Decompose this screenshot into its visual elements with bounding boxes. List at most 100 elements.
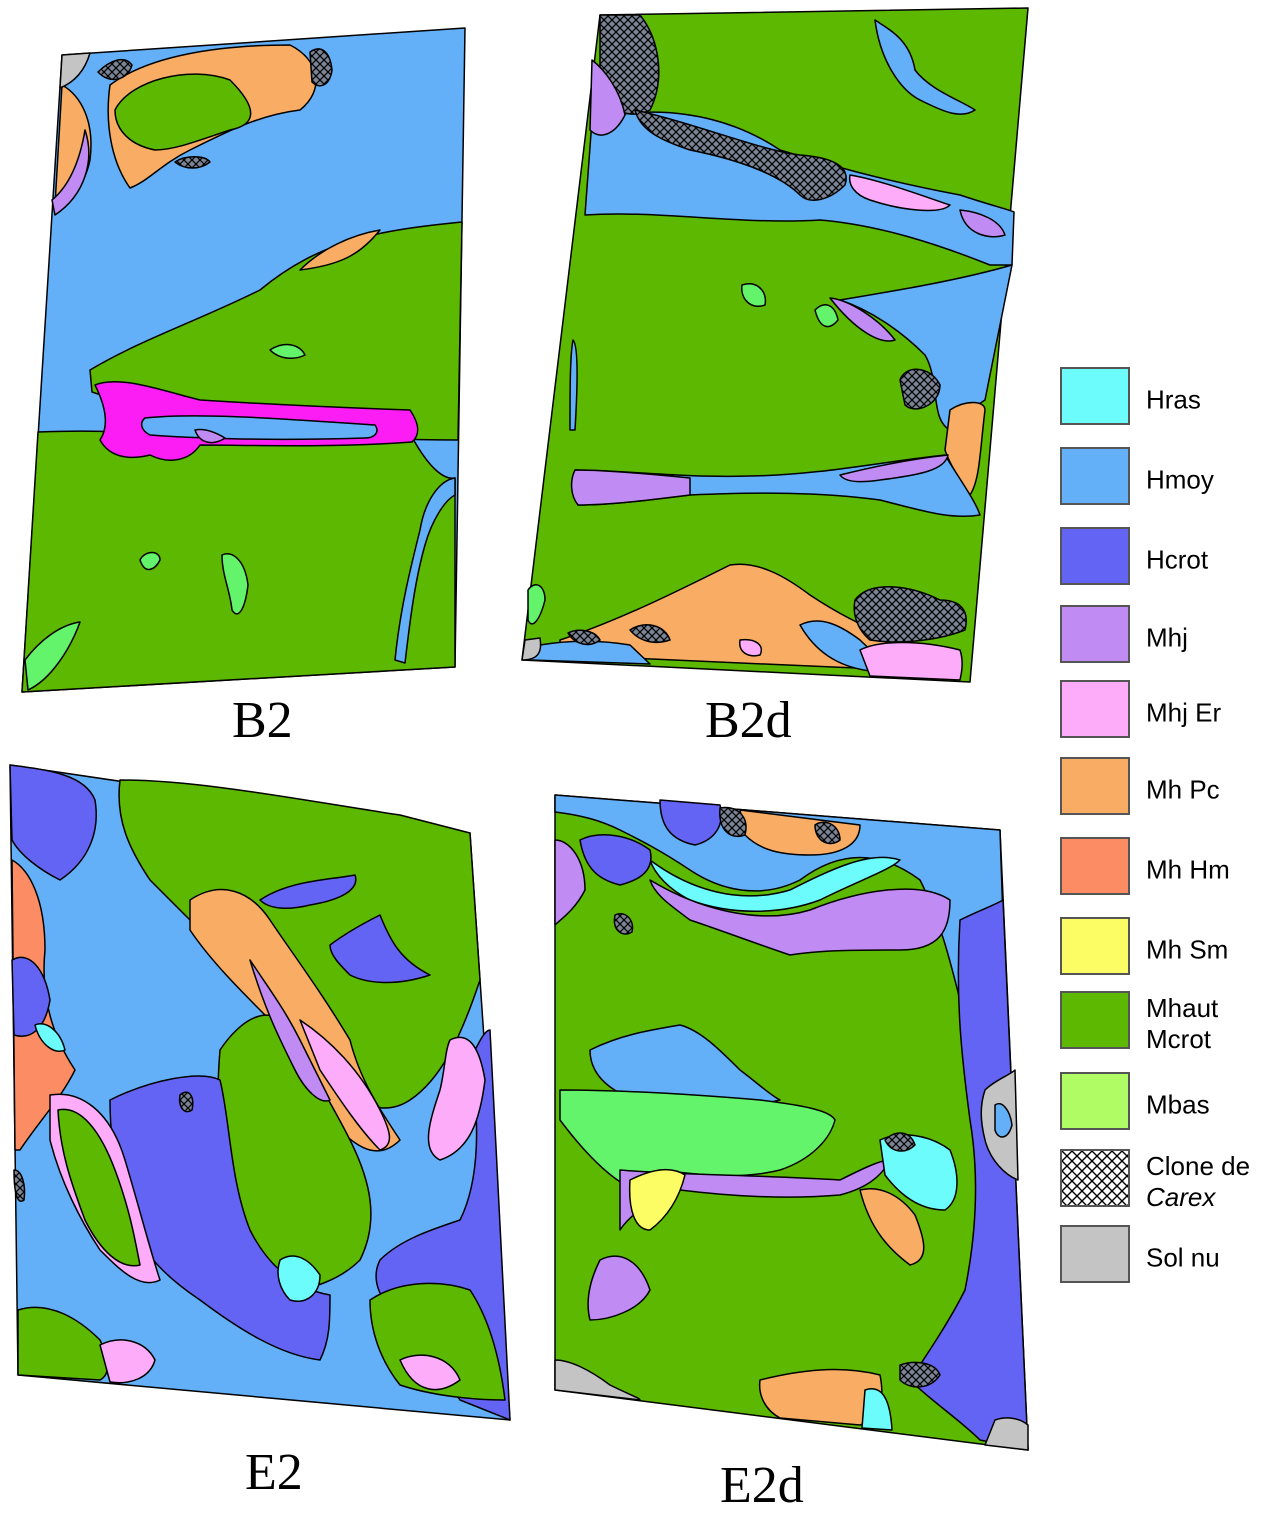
zone-B2d-hmoy-vertical	[569, 339, 578, 431]
legend-label-hras: Hras	[1146, 384, 1201, 415]
zone-E2-carex-small	[178, 1091, 194, 1113]
zone-B2d-solnu-corner	[521, 637, 542, 661]
legend-label-clone-de: Clone de	[1146, 1150, 1251, 1181]
legend-swatch-mh-pc	[1060, 757, 1130, 815]
zone-E2d-hras-right	[879, 1134, 958, 1211]
legend-swatch-hras	[1060, 367, 1130, 425]
legend-swatch-mhj-er	[1060, 680, 1130, 738]
plot-label-B2: B2	[232, 692, 293, 749]
legend-label-mh-sm: Mh Sm	[1146, 934, 1229, 965]
legend-label-mbas: Mbas	[1146, 1089, 1210, 1120]
zone-B2d-mhj-channel-right	[839, 454, 949, 483]
legend-label-carex: Clone de Carex	[1146, 1151, 1250, 1213]
legend-label-carex-italic: Carex	[1146, 1182, 1216, 1212]
zone-B2d-mhj-left	[589, 59, 626, 136]
zone-E2-carex-left-edge	[13, 1169, 26, 1202]
legend-item-hras: Hras	[1060, 367, 1273, 433]
zone-B2d-mbas-left	[527, 584, 546, 625]
legend-label-mhj-er: Mhj Er	[1146, 697, 1222, 728]
legend-item-mhj: Mhj	[1060, 605, 1273, 671]
plot-label-E2: E2	[245, 1444, 303, 1501]
legend-swatch-sol-nu	[1060, 1225, 1130, 1283]
legend-label-hcrot: Hcrot	[1146, 544, 1209, 575]
legend-item-mh-hm: Mh Hm	[1060, 837, 1273, 903]
legend-swatch-mhj	[1060, 605, 1130, 663]
legend-item-mhaut-mcrot: Mhaut Mcrot	[1060, 991, 1273, 1057]
legend-item-hmoy: Hmoy	[1060, 447, 1273, 513]
zone-E2d-mhaut-solnu-inner	[994, 1103, 1013, 1138]
legend-item-hcrot: Hcrot	[1060, 527, 1273, 593]
plot-label-B2d: B2d	[705, 692, 792, 749]
legend-swatch-hcrot	[1060, 527, 1130, 585]
zone-E2d-hras-bottom	[861, 1388, 893, 1431]
zone-B2d-mhjer-blob	[739, 638, 762, 657]
legend-item-mbas: Mbas	[1060, 1072, 1273, 1138]
zone-B2d-mbas-blob	[741, 283, 767, 307]
zone-B2d-mbas-spike	[814, 304, 839, 328]
zone-E2-mhaut-bottom-right	[369, 1282, 506, 1401]
zone-B2d-hmoy-top	[874, 19, 976, 115]
zone-B2d-carex-oval	[899, 368, 941, 410]
zone-B2-mhaut-top	[114, 73, 252, 151]
zone-B2d-mhjer-band	[848, 174, 951, 212]
zone-E2d-carex-top	[719, 806, 747, 837]
zone-E2d-carex-top2	[814, 821, 841, 845]
zone-B2d-carex-bottom-mid	[629, 624, 671, 643]
zone-E2d-carex-bottom	[899, 1361, 941, 1388]
legend-label-mhj: Mhj	[1146, 622, 1188, 653]
zone-E2-hras-center	[277, 1255, 321, 1302]
zone-B2d-mhjer-bottom	[859, 641, 963, 681]
legend-item-carex: Clone de Carex	[1060, 1149, 1273, 1215]
legend-label-mhaut-mcrot: Mhaut Mcrot	[1146, 993, 1218, 1055]
legend-label-sol-nu: Sol nu	[1146, 1242, 1220, 1273]
zone-B2d-mhj-channel-left	[570, 469, 691, 506]
zone-E2d-solnu-bottom-right	[984, 1417, 1029, 1451]
zone-E2-hcrot-blob-top	[259, 874, 357, 910]
zone-E2-hcrot-top-left	[9, 764, 97, 881]
legend-swatch-mhaut-mcrot	[1060, 991, 1130, 1049]
zone-B2-mhj-left	[51, 129, 90, 216]
zone-E2-hcrot-left-band	[11, 956, 51, 1037]
plot-B2-map	[21, 27, 466, 693]
legend-swatch-mh-hm	[1060, 837, 1130, 895]
legend-swatch-mbas	[1060, 1072, 1130, 1130]
legend-label-mh-pc: Mh Pc	[1146, 774, 1220, 805]
zone-B2d-mhj-right	[959, 209, 1006, 238]
zone-E2-mhaut-left-lobe	[57, 1108, 141, 1267]
zone-E2-hcrot-blob-mid	[329, 914, 431, 984]
zone-B2-mhpc-ridge	[299, 229, 381, 271]
zone-B2-mbas-blob1	[221, 553, 249, 615]
legend-label-mcrot: Mcrot	[1146, 1024, 1211, 1054]
zone-B2-carex-top	[97, 58, 133, 81]
zone-B2d-carex-bottom-right	[853, 586, 967, 643]
legend-swatch-carex	[1060, 1149, 1130, 1207]
zone-E2d-mhsm	[628, 1168, 686, 1231]
zone-E2d-carex-mid	[884, 1132, 916, 1152]
zone-E2-mhaut-bottom-left	[17, 1306, 109, 1381]
zone-E2-hras-left	[34, 1023, 66, 1052]
plot-label-E2d: E2d	[720, 1457, 804, 1514]
legend-item-mh-sm: Mh Sm	[1060, 917, 1273, 983]
legend-item-sol-nu: Sol nu	[1060, 1225, 1273, 1291]
zone-B2-carex-top-right	[309, 48, 333, 87]
plot-B2d-map	[521, 7, 1029, 683]
zone-E2d-carex-left	[613, 913, 634, 935]
zone-B2d-carex-bottom-left	[567, 629, 601, 646]
zone-B2d-mhj-mid	[829, 297, 896, 342]
zone-E2-mhjer-bottom-left	[99, 1339, 156, 1384]
zone-E2-mhjer-right	[299, 1019, 391, 1151]
zone-E2d-mhj-arc	[649, 879, 951, 956]
zone-B2-carex-small	[174, 156, 211, 169]
zone-B2-mbas-blob3	[269, 343, 306, 360]
legend-item-mh-pc: Mh Pc	[1060, 757, 1273, 823]
zone-B2-solnu-corner	[59, 52, 91, 89]
legend-label-hmoy: Hmoy	[1146, 464, 1214, 495]
legend-item-mhj-er: Mhj Er	[1060, 680, 1273, 746]
plot-E2-map	[9, 764, 511, 1421]
zone-B2-mbas-blob2	[139, 551, 161, 571]
plot-E2d-map	[554, 794, 1029, 1451]
zone-E2-mhjer-right-band	[427, 1036, 486, 1161]
zone-B2-mhj-small	[194, 428, 226, 444]
legend-swatch-hmoy	[1060, 447, 1130, 505]
